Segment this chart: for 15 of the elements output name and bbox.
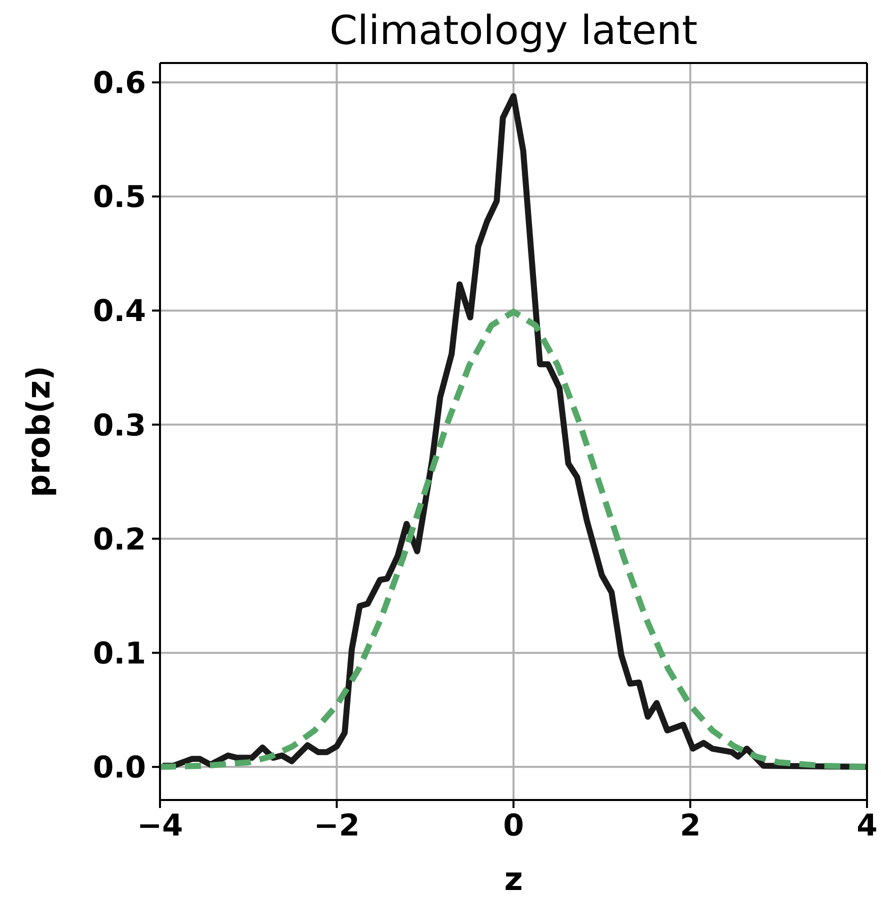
y-tick-label: 0.5 (92, 180, 146, 216)
x-tick-label: −4 (136, 808, 184, 844)
y-tick-label: 0.4 (92, 294, 146, 330)
y-tick-label: 0.0 (92, 750, 146, 786)
y-tick-label: 0.3 (92, 408, 146, 444)
x-tick-label: 2 (680, 808, 701, 844)
chart-title: Climatology latent (328, 8, 699, 54)
x-tick-label: −2 (314, 808, 360, 844)
y-tick-label: 0.1 (92, 636, 146, 672)
y-tick-label: 0.2 (92, 522, 146, 558)
x-tick-label: 4 (856, 808, 878, 844)
x-axis-title: z (504, 860, 523, 898)
x-tick-label: 0 (503, 808, 524, 844)
y-axis-title: prob(z) (19, 366, 58, 498)
y-tick-label: 0.6 (92, 66, 146, 102)
